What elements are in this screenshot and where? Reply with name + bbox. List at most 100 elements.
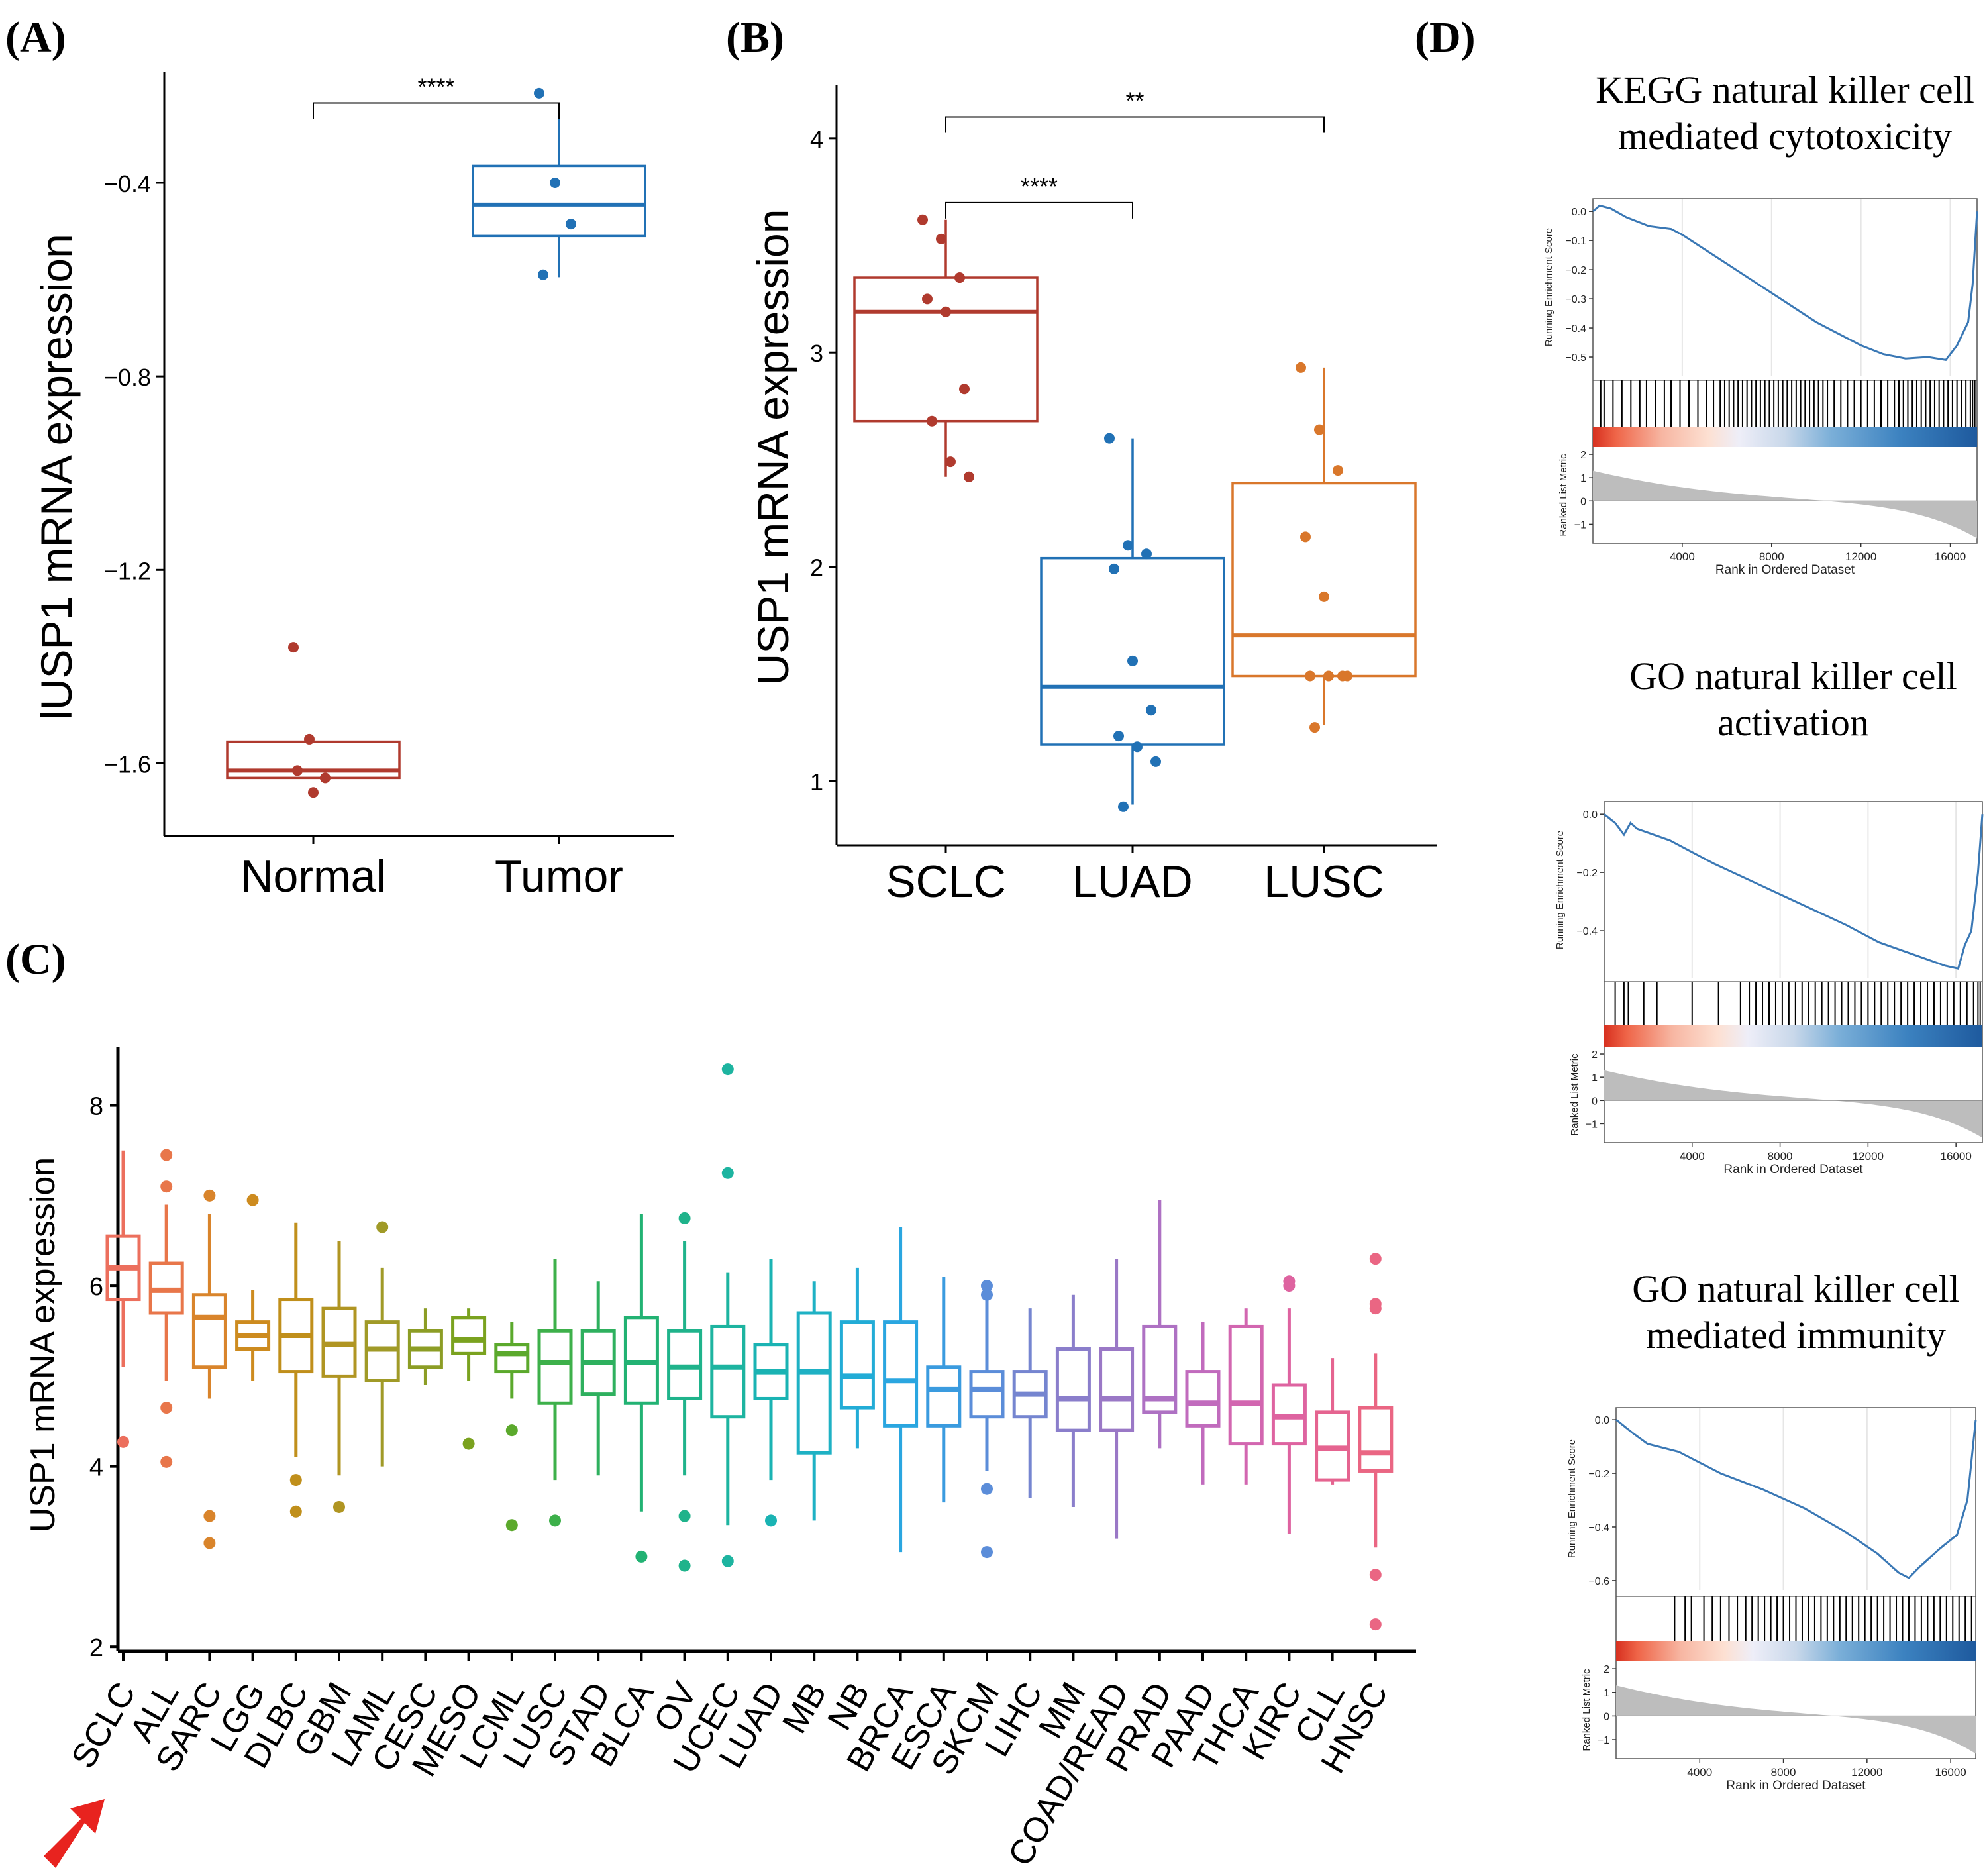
outlier-point bbox=[678, 1212, 691, 1224]
panel-d-label: (D) bbox=[1415, 13, 1476, 62]
box-iqr bbox=[839, 1320, 875, 1410]
outlier-point bbox=[203, 1189, 216, 1202]
outlier-point bbox=[160, 1455, 173, 1468]
box-laml bbox=[364, 1221, 400, 1467]
metric-axis-title: Ranked List Metric bbox=[1558, 454, 1569, 537]
outlier-point bbox=[678, 1510, 691, 1522]
outlier-point bbox=[981, 1288, 993, 1301]
x-tick-label: 8000 bbox=[1768, 1150, 1793, 1163]
x-tick-label-tumor: Tumor bbox=[495, 851, 623, 902]
data-point bbox=[1123, 540, 1133, 551]
box-hnsc bbox=[1358, 1253, 1394, 1631]
y-tick-label: 4 bbox=[810, 126, 823, 153]
bracket-line bbox=[945, 201, 1133, 219]
outlier-point bbox=[462, 1437, 475, 1450]
gsea-title-line: KEGG natural killer cell bbox=[1596, 68, 1974, 111]
data-point bbox=[1296, 362, 1306, 373]
x-tick-label: 4000 bbox=[1670, 550, 1695, 563]
data-point bbox=[1104, 433, 1115, 444]
panel-b-y-ticks: 1 2 3 4 bbox=[810, 126, 837, 796]
box-tumor bbox=[472, 87, 646, 280]
box-lihc bbox=[1012, 1308, 1048, 1498]
outlier-point bbox=[376, 1221, 389, 1233]
data-point bbox=[1300, 531, 1311, 543]
x-tick-label: 16000 bbox=[1941, 1150, 1972, 1163]
box-lcml bbox=[494, 1322, 530, 1532]
gsea-frame bbox=[1604, 801, 1983, 1143]
bracket-line bbox=[313, 102, 560, 119]
box-luad bbox=[753, 1259, 789, 1527]
box-luad bbox=[1040, 433, 1225, 812]
box-sclc bbox=[105, 1150, 141, 1448]
panel-b-x-ticks: SCLC LUAD LUSC bbox=[886, 845, 1384, 907]
metric-tick-label: 0 bbox=[1604, 1711, 1609, 1722]
y-tick-label: −1.2 bbox=[104, 557, 151, 584]
x-tick-label-sclc: SCLC bbox=[886, 857, 1005, 907]
x-tick-label-luad: LUAD bbox=[1072, 857, 1192, 907]
panel-a-x-ticks: Normal Tumor bbox=[240, 836, 623, 902]
box-cesc bbox=[407, 1308, 443, 1386]
data-point bbox=[1150, 756, 1161, 767]
data-point bbox=[1141, 548, 1152, 560]
y-tick-label: 6 bbox=[89, 1273, 103, 1301]
box-iqr bbox=[1040, 556, 1225, 746]
data-point bbox=[1314, 424, 1325, 435]
box-normal bbox=[226, 642, 401, 798]
es-tick-label: −0.2 bbox=[1576, 868, 1598, 879]
rank-color-bar bbox=[1604, 1025, 1982, 1047]
outlier-point bbox=[981, 1280, 993, 1292]
highlight-arrow-icon bbox=[44, 1799, 105, 1868]
es-tick-label: −0.2 bbox=[1588, 1469, 1609, 1480]
es-tick-label: 0.0 bbox=[1583, 809, 1598, 821]
panel-a-y-ticks: −1.6 −1.2 −0.8 −0.4 bbox=[104, 170, 164, 778]
ranked-metric-area bbox=[1593, 470, 1977, 539]
data-point bbox=[927, 415, 937, 427]
box-lusc bbox=[1231, 362, 1417, 733]
data-point bbox=[538, 269, 548, 280]
box-meso bbox=[451, 1308, 487, 1450]
es-tick-label: −0.4 bbox=[1576, 926, 1598, 937]
outlier-point bbox=[117, 1435, 129, 1448]
outlier-point bbox=[635, 1550, 648, 1563]
box-paad bbox=[1185, 1322, 1221, 1485]
box-cll bbox=[1315, 1358, 1350, 1485]
box-esca bbox=[926, 1277, 962, 1503]
box-iqr bbox=[191, 1293, 227, 1369]
significance-bracket: ** bbox=[945, 87, 1325, 133]
panel-b: (B) USP1 mRNA expression 1 2 3 4 SCLC LUAD LU… bbox=[726, 13, 1437, 907]
outlier-point bbox=[678, 1559, 691, 1572]
es-axis-title: Running Enrichment Score bbox=[1543, 228, 1554, 346]
box-iqr bbox=[926, 1365, 962, 1428]
significance-bracket: **** bbox=[313, 73, 560, 119]
gsea-title-line: mediated cytotoxicity bbox=[1618, 115, 1952, 158]
data-point bbox=[1109, 563, 1119, 574]
ranked-metric-area bbox=[1604, 1070, 1982, 1138]
y-tick-label: −0.8 bbox=[104, 364, 151, 391]
significance-label: ** bbox=[1125, 87, 1144, 115]
metric-tick-label: 1 bbox=[1592, 1072, 1598, 1084]
box-sclc bbox=[853, 214, 1039, 482]
es-tick-label: −0.6 bbox=[1588, 1576, 1609, 1587]
data-point bbox=[945, 456, 956, 468]
bracket-line bbox=[945, 116, 1325, 133]
box-iqr bbox=[472, 164, 646, 238]
significance-label: **** bbox=[1021, 173, 1058, 200]
rank-color-bar bbox=[1616, 1642, 1976, 1661]
panel-a-label: (A) bbox=[5, 13, 66, 62]
outlier-point bbox=[1369, 1618, 1382, 1631]
x-tick-label: 4000 bbox=[1687, 1766, 1712, 1779]
box-iqr bbox=[537, 1329, 573, 1405]
metric-tick-label: 1 bbox=[1604, 1688, 1609, 1699]
panel-c-y-axis-title: USP1 mRNA expression bbox=[24, 1157, 62, 1532]
data-point bbox=[1305, 670, 1315, 682]
data-point bbox=[534, 87, 544, 99]
y-tick-label: 2 bbox=[810, 554, 823, 582]
metric-tick-label: −1 bbox=[1586, 1119, 1598, 1130]
data-point bbox=[941, 306, 951, 317]
outlier-point bbox=[981, 1483, 993, 1495]
x-axis-title: Rank in Ordered Dataset bbox=[1726, 1779, 1866, 1793]
data-point bbox=[1309, 722, 1320, 733]
x-tick-label: 8000 bbox=[1771, 1766, 1796, 1779]
